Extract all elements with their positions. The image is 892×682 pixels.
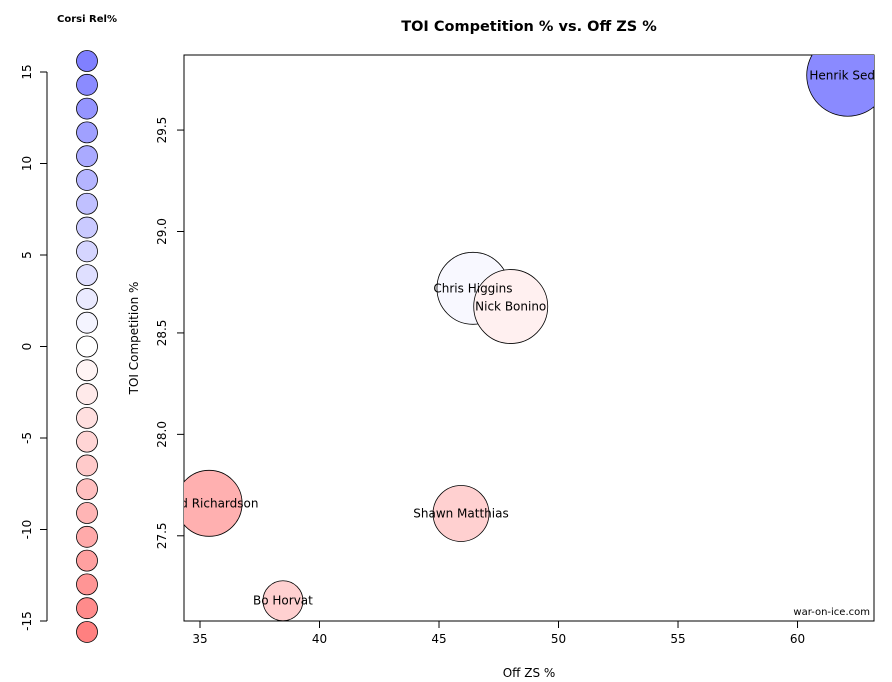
x-axis: 35 40 45 50 55 60	[192, 621, 805, 646]
legend-swatch	[76, 359, 98, 382]
point-label: Nick Bonino	[475, 300, 546, 314]
legend-tick-label: -5	[20, 432, 34, 444]
bubble-point	[262, 580, 304, 621]
chart-title: TOI Competition % vs. Off ZS %	[401, 19, 657, 35]
bubble-point	[473, 269, 549, 344]
legend-swatch	[76, 573, 98, 596]
legend-tick-label: 5	[20, 251, 34, 259]
y-axis: 27.5 28.0 28.5 29.0 29.5	[155, 117, 184, 549]
point-label: Brad Richardson	[160, 496, 259, 510]
legend-swatch	[76, 192, 98, 215]
y-tick-label: 29.0	[155, 218, 169, 245]
data-points: Henrik Sedin Chris Higgins Nick Bonino Brad…	[160, 55, 886, 621]
legend-swatch	[76, 335, 98, 358]
legend-swatch	[76, 406, 98, 429]
legend-tick-label: 10	[20, 156, 34, 171]
legend-swatch	[76, 430, 98, 453]
x-tick-label: 55	[670, 632, 685, 646]
point-label: Henrik Sedin	[809, 68, 886, 82]
legend-swatch	[76, 121, 98, 144]
x-tick-label: 50	[551, 632, 566, 646]
legend-swatch	[76, 264, 98, 287]
point-label: Shawn Matthias	[413, 506, 508, 520]
bubble-point	[806, 55, 874, 117]
legend-swatch	[76, 597, 98, 620]
legend-swatch	[76, 240, 98, 263]
bubble-point	[432, 485, 490, 542]
legend-swatch	[76, 478, 98, 501]
y-axis-label: TOI Competition %	[127, 282, 141, 396]
point-label: Chris Higgins	[433, 281, 512, 295]
x-tick-label: 45	[431, 632, 446, 646]
watermark: war-on-ice.com	[793, 607, 870, 618]
legend-swatch	[76, 145, 98, 168]
legend-tick-label: 0	[20, 343, 34, 351]
legend-tick-label: -15	[20, 611, 34, 631]
legend-title: Corsi Rel%	[57, 14, 117, 25]
y-tick-label: 27.5	[155, 522, 169, 549]
x-tick-label: 35	[192, 632, 207, 646]
x-tick-label: 40	[312, 632, 327, 646]
x-tick-label: 60	[790, 632, 805, 646]
legend-swatch	[76, 549, 98, 572]
legend-swatch	[76, 73, 98, 96]
legend-swatch	[76, 216, 98, 239]
y-tick-label: 28.0	[155, 421, 169, 448]
legend-tick-label: 15	[20, 64, 34, 79]
legend-swatch	[76, 621, 98, 643]
bubble-point	[184, 469, 243, 537]
legend-swatch	[76, 383, 98, 405]
legend-swatch	[76, 97, 98, 120]
legend-swatch	[76, 454, 98, 477]
legend-swatches	[76, 50, 98, 643]
legend-tick-label: -10	[20, 520, 34, 540]
legend-swatch	[76, 525, 98, 548]
plot-frame	[183, 54, 875, 622]
legend-swatch	[76, 311, 98, 334]
y-tick-label: 29.5	[155, 117, 169, 144]
legend-swatch	[76, 502, 98, 524]
point-label: Bo Horvat	[253, 594, 313, 608]
y-tick-label: 28.5	[155, 320, 169, 347]
x-axis-label: Off ZS %	[503, 666, 556, 678]
legend-swatch	[76, 50, 98, 72]
legend-swatch	[76, 288, 98, 310]
legend-axis: 15 10 5 0 -5 -10 -15	[20, 64, 48, 631]
legend-swatch	[76, 169, 98, 191]
